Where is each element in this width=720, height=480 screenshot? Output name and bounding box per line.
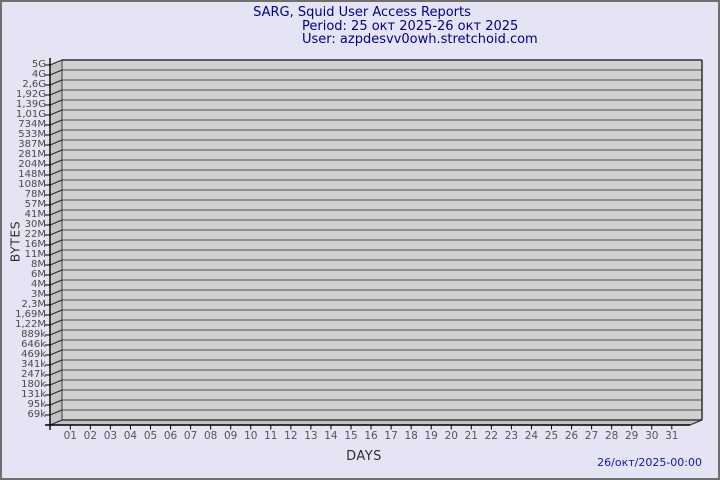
chart-period: Period: 25 окт 2025-26 окт 2025 [302, 19, 519, 34]
x-axis-title: DAYS [346, 449, 382, 464]
y-axis-tick-label: 469k [21, 349, 46, 360]
y-axis-tick-label: 3M [31, 289, 46, 300]
x-axis-tick-label: 11 [264, 430, 278, 442]
y-axis-tick-label: 247k [21, 369, 46, 380]
y-axis-tick-label: 41M [24, 209, 46, 220]
x-axis-tick-label: 03 [103, 430, 118, 442]
y-axis-tick-label: 341k [21, 359, 46, 370]
y-axis-tick-label: 1,39G [15, 99, 46, 110]
x-axis-tick-label: 07 [183, 430, 198, 442]
y-axis-tick-label: 22M [24, 229, 46, 240]
y-axis-tick-label: 1,22M [15, 319, 46, 330]
chart-user: User: azpdesvv0owh.stretchoid.com [302, 32, 538, 47]
y-axis-tick-label: 95k [27, 399, 46, 410]
y-axis-tick-label: 108M [18, 179, 46, 190]
y-axis-tick-label: 281M [18, 149, 46, 160]
y-axis-tick-label: 4G [31, 69, 46, 80]
x-axis-tick-label: 29 [625, 430, 639, 442]
x-axis-tick-label: 02 [83, 430, 98, 442]
y-axis-tick-label: 69k [27, 409, 46, 420]
x-axis-tick-label: 15 [344, 430, 358, 442]
x-axis-tick-label: 22 [484, 430, 499, 442]
y-axis-tick-label: 11M [24, 249, 46, 260]
x-axis-tick-label: 08 [203, 430, 218, 442]
x-axis-tick-label: 31 [665, 430, 679, 442]
x-axis-tick-label: 27 [584, 430, 599, 442]
x-axis-tick-label: 20 [444, 430, 458, 442]
y-axis-tick-label: 2,3M [21, 299, 46, 310]
y-axis-tick-label: 734M [18, 119, 46, 130]
y-axis-tick-label: 78M [24, 189, 46, 200]
x-axis-tick-label: 26 [564, 430, 579, 442]
x-axis-tick-label: 16 [364, 430, 378, 442]
y-axis-tick-label: 148M [18, 169, 46, 180]
x-axis-tick-label: 24 [524, 430, 539, 442]
y-axis-tick-label: 131k [21, 389, 46, 400]
x-axis-tick-label: 14 [324, 430, 338, 442]
x-axis-tick-label: 21 [464, 430, 478, 442]
x-axis-tick-label: 23 [504, 430, 519, 442]
y-axis-tick-label: 16M [24, 239, 46, 250]
y-axis-tick-label: 1,69M [15, 309, 46, 320]
x-axis-tick-label: 30 [645, 430, 659, 442]
y-axis-tick-label: 889k [21, 329, 46, 340]
y-axis-tick-label: 1,01G [15, 109, 46, 120]
x-axis-tick-label: 05 [143, 430, 158, 442]
x-axis-tick-label: 12 [284, 430, 298, 442]
y-axis-tick-label: 387M [18, 139, 46, 150]
y-axis-tick-label: 30M [24, 219, 46, 230]
x-axis-tick-label: 17 [384, 430, 398, 442]
y-axis-tick-label: 646k [21, 339, 46, 350]
y-axis-tick-label: 4M [31, 279, 46, 290]
y-axis-tick-label: 57M [24, 199, 46, 210]
y-axis-title: BYTES [7, 220, 23, 263]
x-axis-tick-label: 09 [224, 430, 238, 442]
x-axis-tick-label: 19 [424, 430, 438, 442]
y-axis-tick-label: 533M [18, 129, 46, 140]
x-axis-tick-label: 25 [544, 430, 559, 442]
y-axis-tick-label: 8M [31, 259, 46, 270]
y-axis-tick-label: 6M [31, 269, 46, 280]
x-axis-tick-label: 28 [604, 430, 619, 442]
generated-timestamp: 26/окт/2025-00:00 [597, 456, 702, 469]
x-axis-tick-label: 10 [244, 430, 258, 442]
y-axis-tick-label: 180k [21, 379, 46, 390]
x-axis-tick-label: 01 [63, 430, 77, 442]
x-axis-tick-label: 13 [304, 430, 318, 442]
chart-title: SARG, Squid User Access Reports [253, 5, 471, 20]
y-axis-tick-label: 204M [18, 159, 46, 170]
x-axis-tick-label: 04 [123, 430, 138, 442]
y-axis-tick-label: 2,6G [22, 79, 46, 90]
x-axis-tick-label: 18 [404, 430, 418, 442]
x-axis-tick-label: 06 [163, 430, 178, 442]
y-axis-tick-label: 1,92G [15, 89, 46, 100]
y-axis-tick-label: 5G [31, 59, 46, 70]
